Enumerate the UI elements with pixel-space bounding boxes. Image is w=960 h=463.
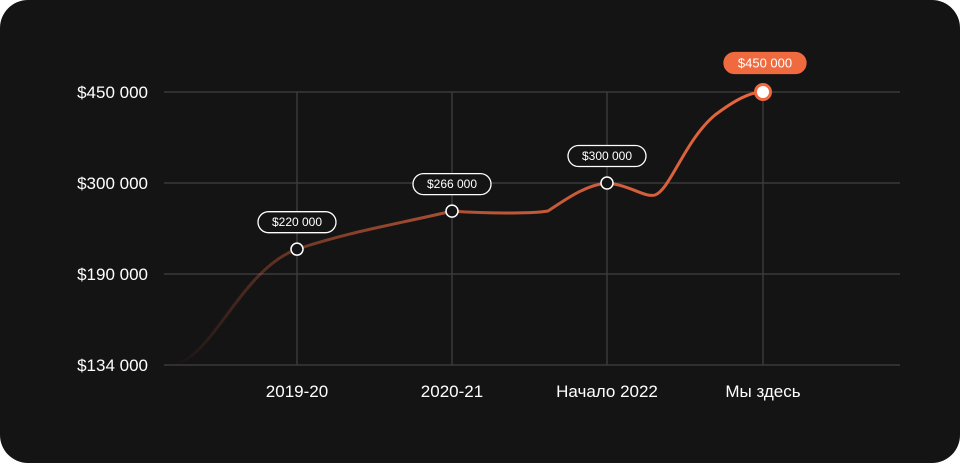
data-label-current: $450 000 [723, 51, 807, 75]
data-label-text: $266 000 [427, 177, 477, 191]
y-tick-label: $450 000 [77, 83, 148, 102]
data-label: $266 000 [412, 172, 492, 196]
x-tick-label: Мы здесь [725, 382, 800, 401]
data-label-pill [412, 172, 492, 196]
data-label-text: $450 000 [738, 56, 792, 71]
data-point [445, 204, 459, 218]
data-label: $300 000 [567, 144, 647, 168]
x-tick-label: 2020-21 [421, 382, 483, 401]
y-tick-label: $300 000 [77, 174, 148, 193]
data-point [290, 242, 304, 256]
data-point [600, 176, 614, 190]
x-tick-label: Начало 2022 [556, 382, 658, 401]
data-label-pill [723, 51, 807, 75]
x-tick-label: 2019-20 [266, 382, 328, 401]
data-point-current [754, 83, 772, 101]
data-label: $220 000 [257, 211, 337, 234]
data-label-pill [257, 211, 337, 234]
data-label-pill [567, 144, 647, 168]
y-tick-label: $190 000 [77, 265, 148, 284]
y-tick-label: $134 000 [77, 356, 148, 375]
data-label-text: $300 000 [582, 149, 632, 163]
data-label-text: $220 000 [272, 215, 322, 229]
